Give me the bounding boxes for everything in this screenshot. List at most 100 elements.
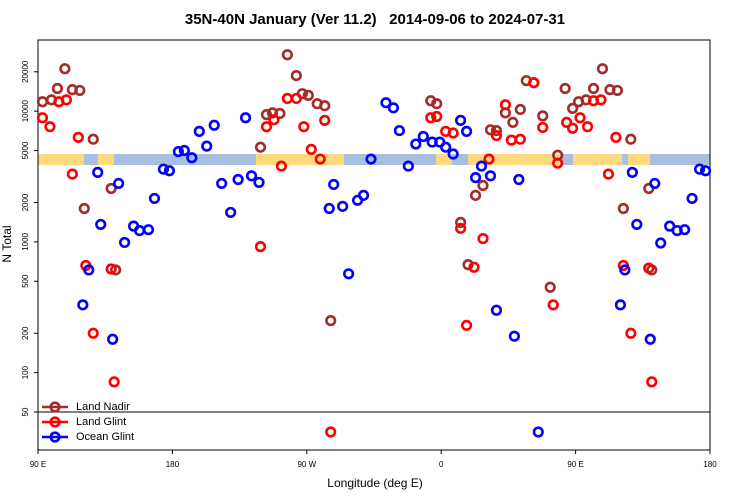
data-point bbox=[178, 144, 190, 157]
data-point bbox=[644, 333, 656, 345]
data-point bbox=[447, 127, 459, 139]
y-axis-title: N Total bbox=[0, 225, 14, 262]
data-point bbox=[51, 82, 64, 95]
land-band bbox=[573, 154, 622, 165]
data-point bbox=[547, 299, 559, 311]
data-point bbox=[469, 189, 482, 201]
y-tick-label: 20000 bbox=[21, 60, 30, 83]
data-point bbox=[78, 202, 90, 215]
data-point bbox=[83, 264, 95, 276]
data-point bbox=[455, 222, 467, 234]
data-point bbox=[643, 262, 655, 274]
data-point bbox=[36, 112, 49, 124]
data-point bbox=[602, 168, 615, 180]
data-point bbox=[157, 163, 170, 175]
legend-marker bbox=[49, 431, 61, 443]
data-point bbox=[232, 173, 244, 186]
y-tick-label: 1000 bbox=[21, 232, 30, 250]
data-point bbox=[365, 153, 377, 165]
data-point bbox=[328, 178, 340, 191]
data-point bbox=[699, 165, 712, 177]
data-point bbox=[679, 224, 691, 236]
x-tick-label: 180 bbox=[166, 460, 180, 469]
y-tick-label: 100 bbox=[21, 365, 30, 379]
data-point bbox=[44, 121, 56, 133]
data-point bbox=[314, 153, 326, 165]
land-band bbox=[38, 154, 84, 165]
legend-marker bbox=[49, 401, 61, 413]
data-point bbox=[201, 140, 213, 152]
data-point bbox=[253, 176, 265, 189]
data-point bbox=[260, 121, 273, 133]
data-point bbox=[254, 241, 267, 253]
data-point bbox=[108, 376, 120, 388]
data-point bbox=[508, 330, 520, 342]
data-point bbox=[193, 125, 205, 137]
x-tick-label: 0 bbox=[439, 460, 444, 469]
x-axis-title: Longitude (deg E) bbox=[327, 476, 422, 490]
data-point bbox=[87, 133, 99, 145]
data-point bbox=[319, 100, 331, 112]
x-tick-label: 90 E bbox=[567, 460, 583, 469]
data-point bbox=[186, 152, 198, 164]
data-point bbox=[484, 124, 497, 136]
land-band bbox=[98, 154, 114, 165]
x-tick-label: 180 bbox=[703, 460, 717, 469]
legend-marker bbox=[49, 416, 61, 428]
data-point bbox=[499, 99, 512, 111]
data-point bbox=[290, 92, 302, 105]
data-point bbox=[172, 146, 184, 158]
data-point bbox=[610, 131, 622, 143]
data-point bbox=[95, 218, 107, 231]
data-point bbox=[393, 124, 405, 137]
data-point bbox=[275, 160, 288, 172]
data-point bbox=[475, 160, 488, 172]
data-point bbox=[59, 63, 71, 75]
data-point bbox=[72, 131, 84, 143]
data-point bbox=[468, 261, 480, 273]
data-point bbox=[74, 84, 86, 97]
data-point bbox=[410, 138, 422, 150]
data-point bbox=[216, 177, 228, 190]
data-point bbox=[587, 82, 600, 95]
data-point bbox=[148, 192, 161, 205]
y-tick-label: 50 bbox=[21, 407, 30, 416]
data-point bbox=[425, 112, 437, 124]
data-point bbox=[614, 299, 627, 311]
data-point bbox=[611, 84, 624, 97]
data-point bbox=[325, 426, 337, 438]
data-point bbox=[552, 157, 564, 169]
data-point bbox=[619, 264, 631, 276]
data-point bbox=[567, 102, 579, 114]
data-point bbox=[490, 129, 503, 142]
data-point bbox=[281, 49, 293, 61]
data-point bbox=[245, 170, 258, 182]
y-tick-label: 5000 bbox=[21, 141, 30, 159]
data-point bbox=[60, 94, 72, 106]
data-point bbox=[567, 122, 579, 134]
data-point bbox=[417, 130, 429, 143]
data-point bbox=[655, 237, 667, 249]
data-point bbox=[298, 121, 310, 133]
data-point bbox=[380, 97, 392, 109]
data-point bbox=[625, 133, 637, 145]
data-point bbox=[387, 102, 400, 114]
data-point bbox=[431, 98, 443, 110]
land-band bbox=[628, 154, 650, 165]
data-point bbox=[208, 119, 220, 131]
data-point bbox=[343, 268, 355, 280]
data-point bbox=[625, 327, 637, 339]
data-point bbox=[561, 116, 573, 129]
legend-label: Land Nadir bbox=[76, 401, 130, 413]
data-point bbox=[649, 177, 661, 190]
data-point bbox=[447, 148, 459, 160]
data-point bbox=[77, 299, 89, 311]
y-tick-label: 2000 bbox=[21, 193, 30, 211]
data-point bbox=[505, 134, 517, 146]
data-point bbox=[460, 125, 473, 137]
data-point bbox=[528, 77, 540, 89]
legend-label: Land Glint bbox=[76, 416, 126, 428]
land-band bbox=[256, 154, 344, 165]
data-point bbox=[462, 259, 474, 271]
